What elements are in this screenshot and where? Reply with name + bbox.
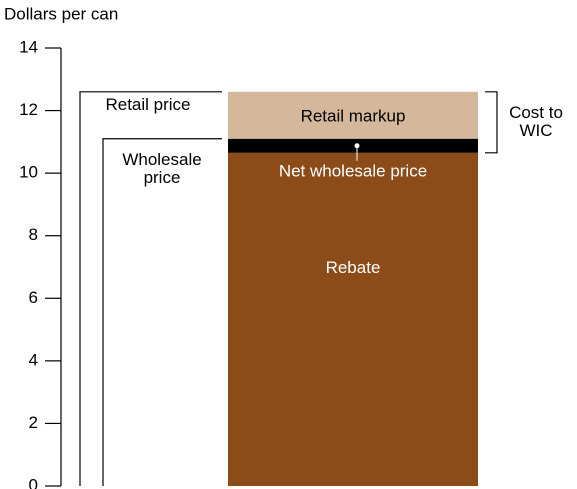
y-tick-label: 10 xyxy=(19,163,38,182)
segment-label: Net wholesale price xyxy=(279,161,427,180)
outline-bar-label: Retail price xyxy=(105,94,191,114)
bar-segment xyxy=(228,152,478,487)
segment-label: Retail markup xyxy=(301,107,406,126)
y-tick-label: 8 xyxy=(29,225,38,244)
outline-bar-label: Wholesale price xyxy=(122,149,202,187)
outline-bar xyxy=(79,91,222,486)
pointer-dot xyxy=(354,143,360,149)
y-tick-label: 4 xyxy=(29,350,38,369)
bar-segment xyxy=(228,138,478,153)
y-tick-label: 0 xyxy=(29,475,38,489)
y-tick-label: 14 xyxy=(19,37,38,56)
y-axis-label: Dollars per can xyxy=(4,4,118,23)
y-tick-label: 12 xyxy=(19,100,38,119)
y-tick-label: 6 xyxy=(29,288,38,307)
segment-label: Rebate xyxy=(326,258,381,277)
y-tick-label: 2 xyxy=(29,413,38,432)
bar-segment xyxy=(228,91,478,139)
bracket xyxy=(485,91,498,154)
outline-bar xyxy=(102,138,222,486)
annotation: Cost to WIC xyxy=(509,102,563,140)
